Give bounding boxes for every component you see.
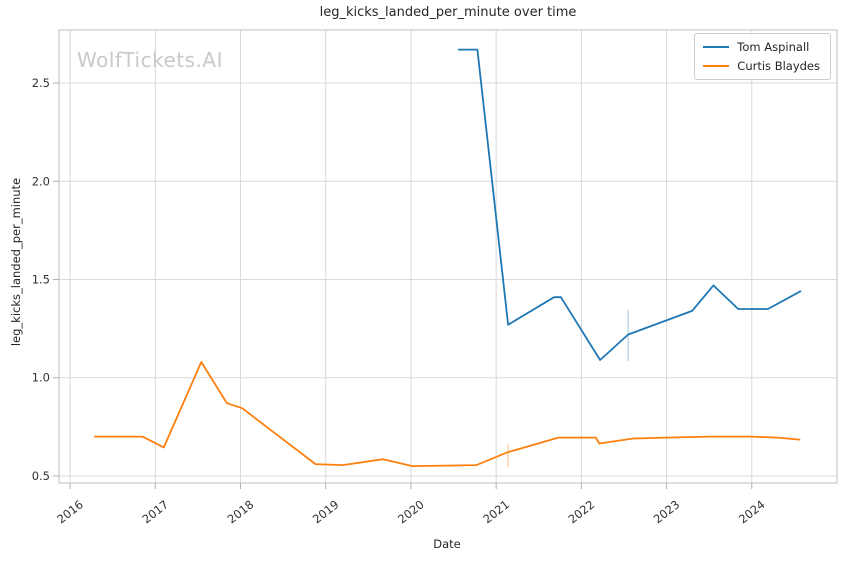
- legend-item-tom-aspinall: Tom Aspinall: [703, 40, 820, 54]
- x-tick-label: 2021: [480, 497, 512, 526]
- legend-label: Tom Aspinall: [737, 40, 810, 54]
- y-axis-label: leg_kicks_landed_per_minute: [9, 177, 23, 347]
- series-line-curtis-blaydes: [93, 361, 801, 468]
- x-tick-label: 2018: [225, 497, 257, 526]
- series-line-tom-aspinall: [457, 48, 802, 361]
- x-tick-label: 2022: [566, 497, 598, 526]
- legend-line-swatch: [703, 46, 730, 48]
- watermark: WolfTickets.AI: [77, 48, 223, 72]
- x-tick-label: 2024: [736, 497, 768, 526]
- x-tick-label: 2023: [651, 497, 683, 526]
- x-axis-label: Date: [433, 537, 461, 551]
- chart-title: leg_kicks_landed_per_minute over time: [319, 5, 577, 20]
- legend-line-swatch: [703, 65, 730, 67]
- y-tick-label: 1.0: [32, 371, 50, 385]
- legend-item-curtis-blaydes: Curtis Blaydes: [703, 59, 820, 73]
- y-tick-label: 1.5: [32, 272, 50, 286]
- x-tick-label: 2019: [310, 497, 342, 526]
- legend: Tom Aspinall Curtis Blaydes: [694, 33, 831, 80]
- legend-label: Curtis Blaydes: [737, 59, 820, 73]
- y-tick-label: 0.5: [32, 469, 50, 483]
- y-tick-label: 2.0: [32, 174, 50, 188]
- x-tick-label: 2017: [139, 497, 171, 526]
- x-tick-label: 2020: [395, 497, 427, 526]
- plot-border: [58, 29, 838, 484]
- x-tick-label: 2016: [54, 497, 86, 526]
- y-tick-label: 2.5: [32, 76, 50, 90]
